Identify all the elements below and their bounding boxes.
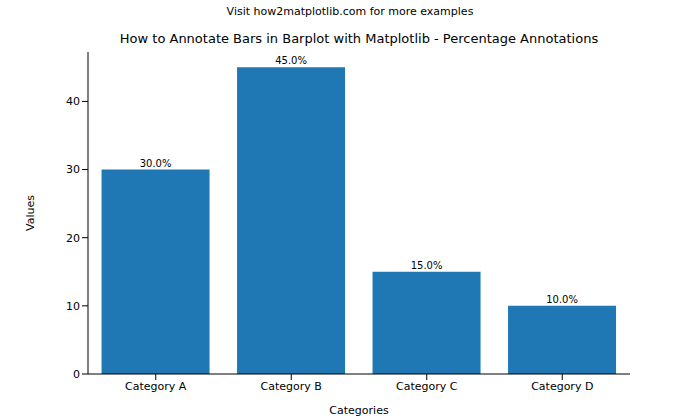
html-text:How to Annotate Bars in Barplo: How to Annotate Bars in Barplot with Mat… xyxy=(119,31,599,46)
svg-text:10.0%: 10.0% xyxy=(546,294,578,305)
svg-text:Categories: Categories xyxy=(329,404,389,417)
svg-text:20: 20 xyxy=(66,232,80,245)
svg-text:Category C: Category C xyxy=(396,380,458,393)
svg-text:10: 10 xyxy=(66,300,80,313)
svg-text:Category B: Category B xyxy=(261,380,322,393)
svg-text:Category A: Category A xyxy=(125,380,187,393)
svg-text:45.0%: 45.0% xyxy=(275,55,307,66)
html-text:Visit how2matplotlib.com for m: Visit how2matplotlib.com for more exampl… xyxy=(226,5,474,18)
svg-text:0: 0 xyxy=(73,368,80,381)
svg-text:Category D: Category D xyxy=(531,380,593,393)
svg-text:30: 30 xyxy=(66,163,80,176)
svg-text:Values: Values xyxy=(24,195,37,231)
svg-text:15.0%: 15.0% xyxy=(411,260,443,271)
svg-text:40: 40 xyxy=(66,95,80,108)
svg-text:30.0%: 30.0% xyxy=(140,158,172,169)
